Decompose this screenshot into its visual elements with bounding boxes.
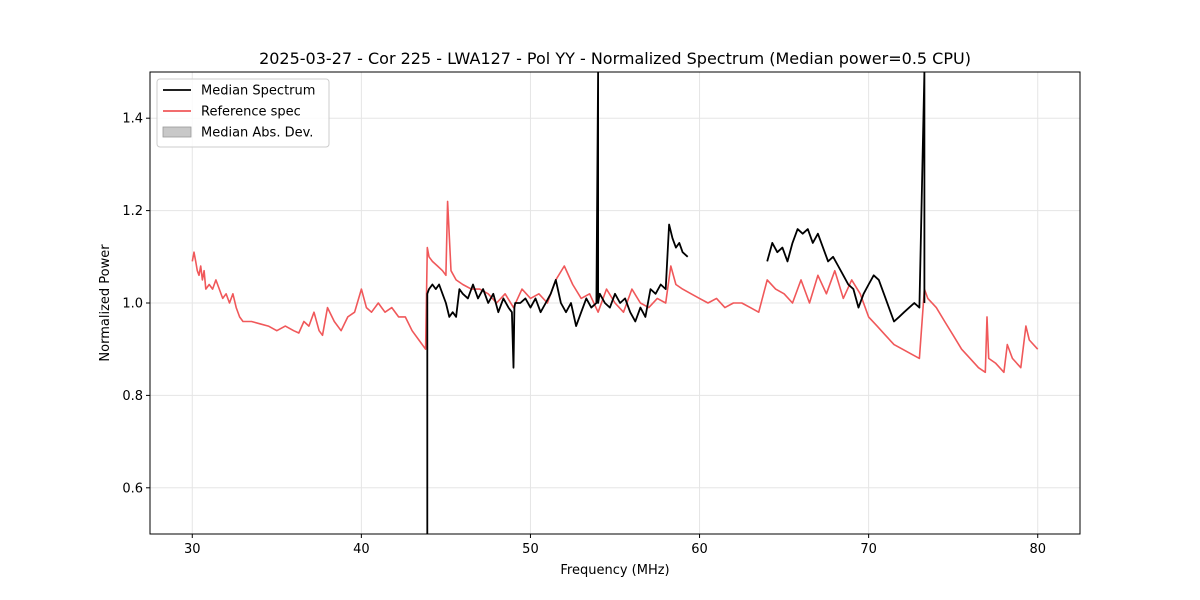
y-tick-label: 1.0 [122, 297, 143, 312]
y-tick-label: 1.2 [122, 204, 143, 219]
reference-spec-line [191, 200, 1039, 374]
y-axis-label: Normalized Power [98, 244, 113, 362]
legend-label: Median Abs. Dev. [201, 126, 313, 141]
y-axis: 0.6 0.8 1.0 1.2 1.4 [122, 112, 150, 496]
y-tick-label: 0.6 [122, 481, 143, 496]
y-tick-label: 1.4 [122, 112, 143, 127]
median-spectrum-line [426, 72, 926, 534]
y-tick-label: 0.8 [122, 389, 143, 404]
legend-swatch-mad [162, 126, 192, 138]
legend-label: Reference spec [201, 105, 301, 120]
legend-box [156, 78, 330, 148]
x-tick-label: 60 [691, 542, 708, 557]
legend-label: Median Spectrum [201, 84, 315, 99]
x-axis-label: Frequency (MHz) [560, 563, 669, 578]
x-tick-label: 70 [860, 542, 877, 557]
x-tick-label: 50 [522, 542, 539, 557]
plot-area [191, 72, 1039, 534]
x-axis: 30 40 50 60 70 80 [184, 534, 1046, 557]
x-tick-label: 80 [1029, 542, 1046, 557]
chart-title: 2025-03-27 - Cor 225 - LWA127 - Pol YY -… [259, 49, 971, 68]
x-tick-label: 30 [184, 542, 201, 557]
series-layer [191, 72, 1039, 534]
legend: Median Spectrum Reference spec Median Abs.… [156, 78, 330, 148]
x-tick-label: 40 [353, 542, 370, 557]
